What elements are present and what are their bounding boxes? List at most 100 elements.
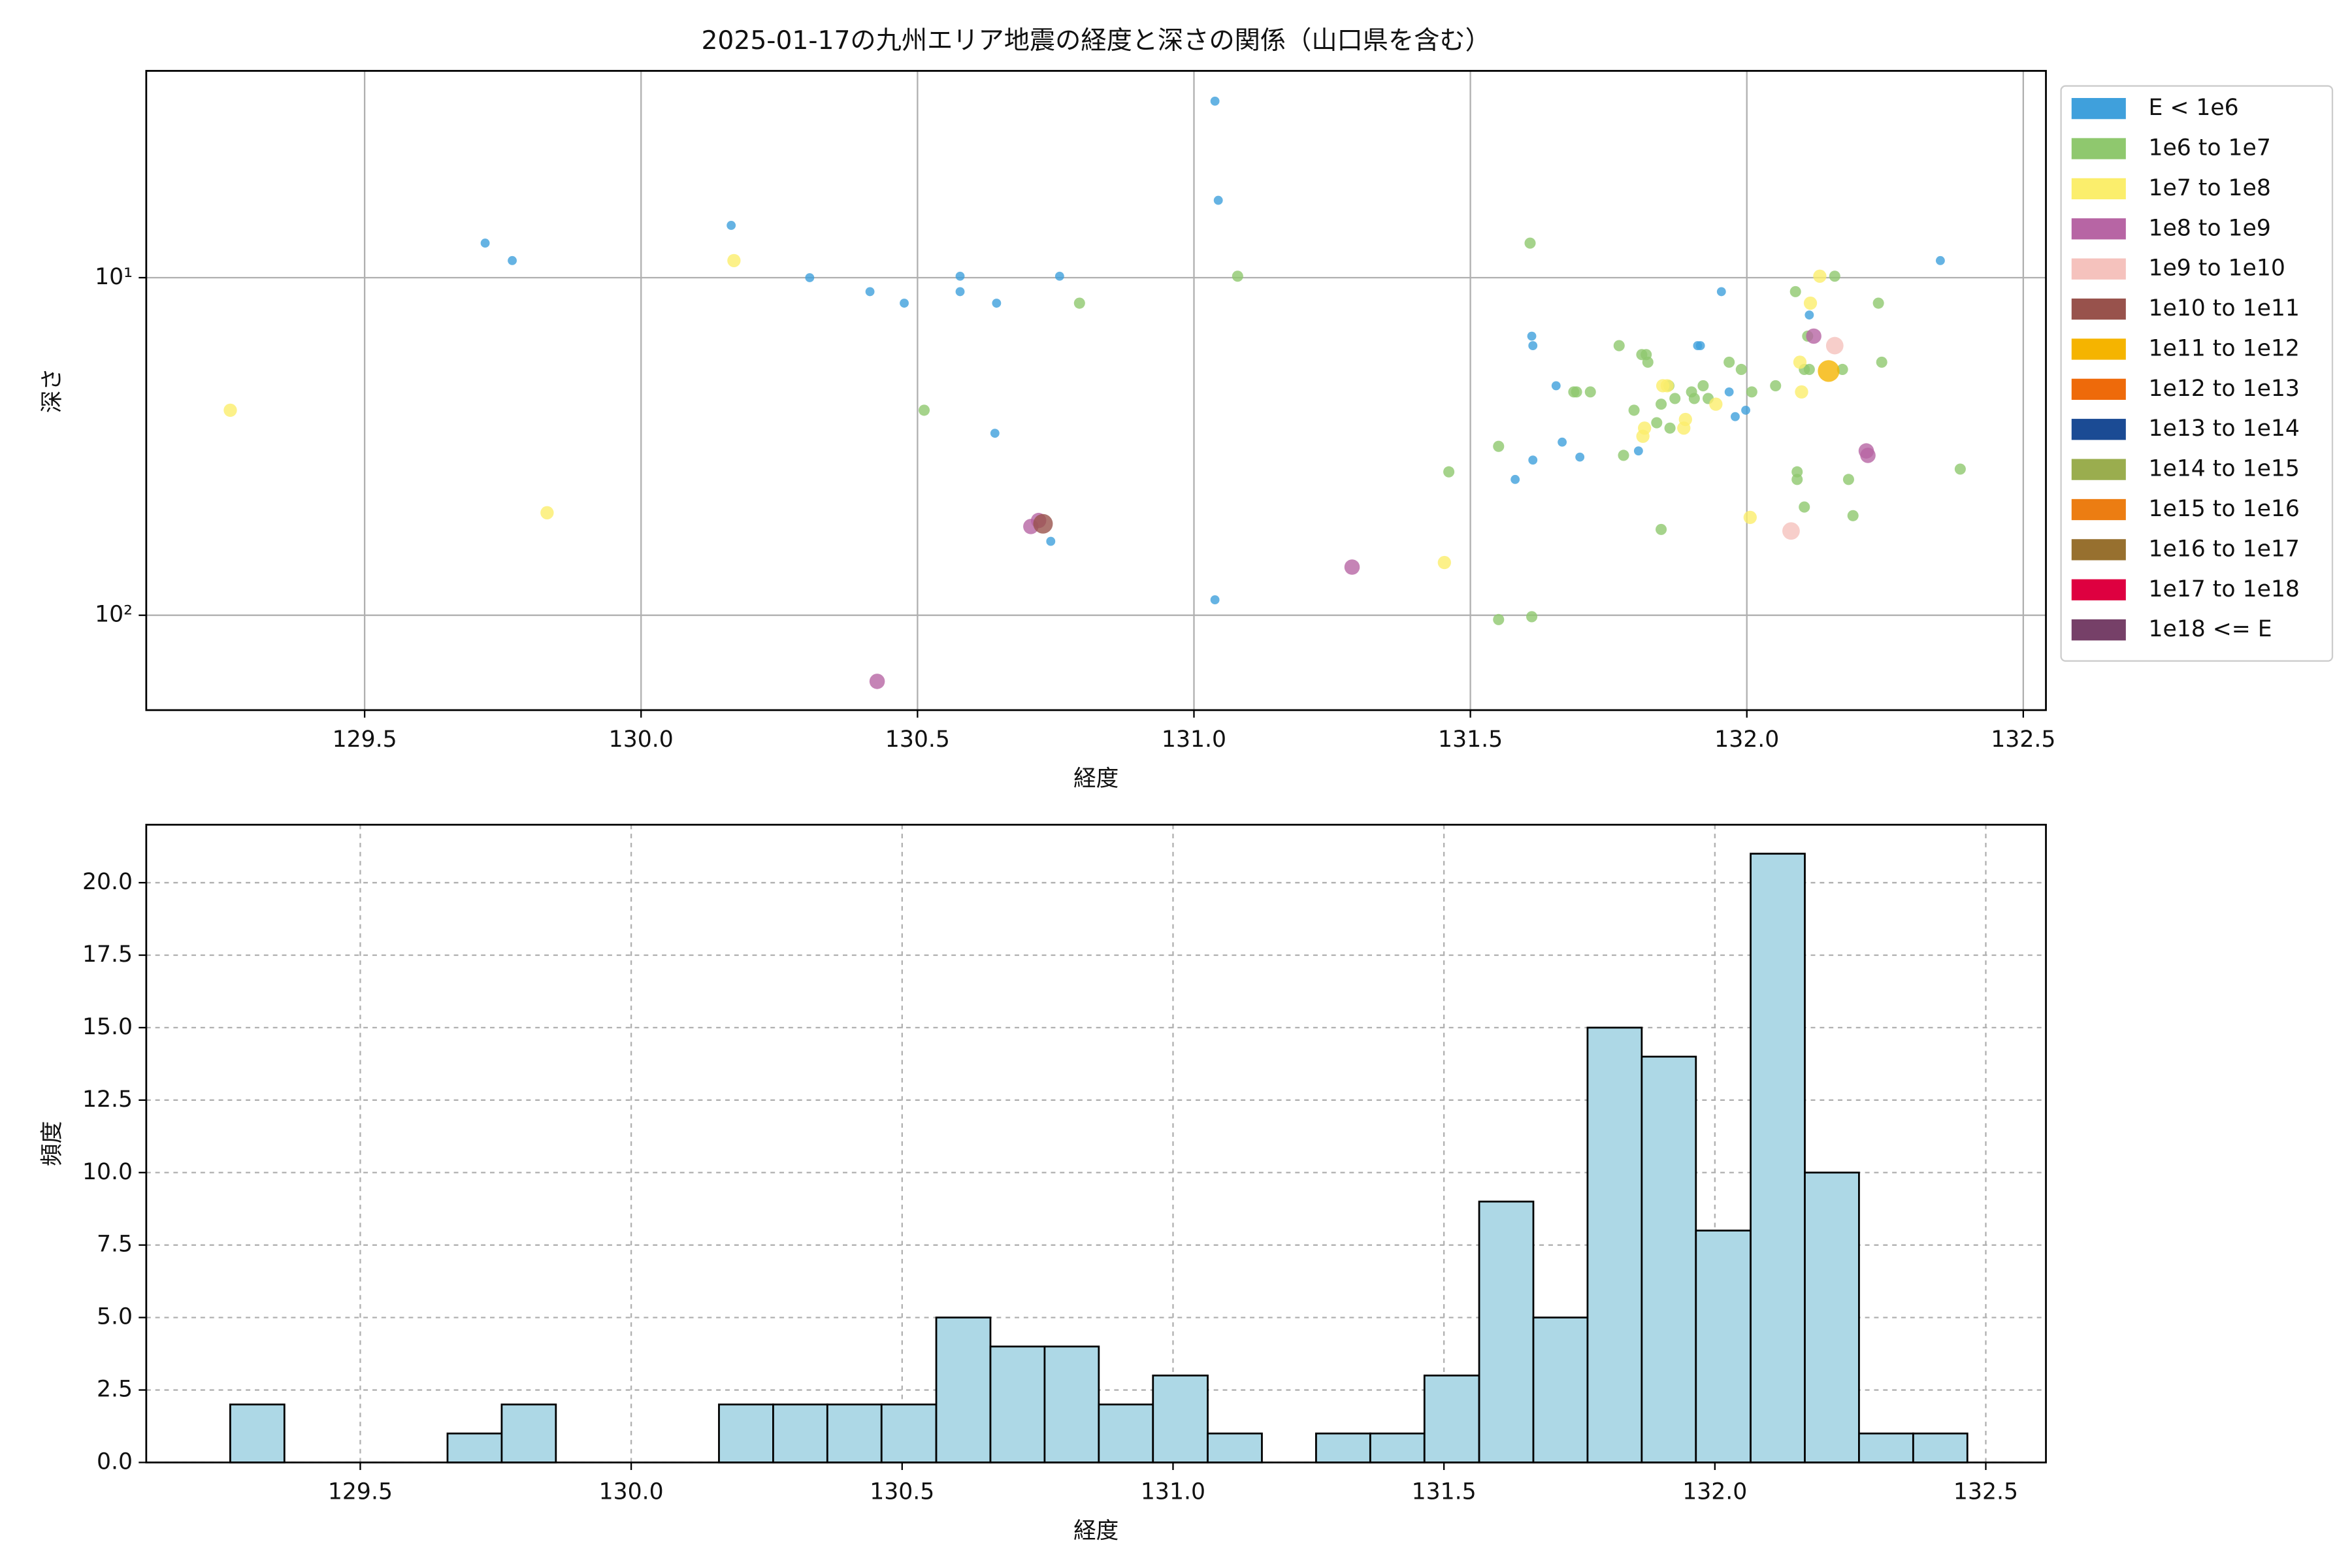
x-axis-label: 経度 xyxy=(1073,766,1119,792)
histogram-bar xyxy=(1804,1171,1860,1463)
scatter-point xyxy=(1793,355,1807,369)
legend-swatch xyxy=(2071,218,2126,240)
scatter-point xyxy=(1799,501,1810,513)
x-tick-label: 130.0 xyxy=(599,1479,664,1505)
x-tick-label: 132.0 xyxy=(1682,1479,1747,1505)
scatter-point xyxy=(1437,555,1451,570)
scatter-point xyxy=(1628,404,1640,416)
scatter-point xyxy=(1770,380,1782,391)
scatter-point xyxy=(1493,440,1505,452)
x-tick-label: 130.5 xyxy=(885,727,950,753)
histogram-bar xyxy=(1750,853,1806,1463)
legend-label: 1e7 to 1e8 xyxy=(2148,175,2270,201)
histogram-bar xyxy=(935,1316,992,1463)
scatter-point xyxy=(1723,356,1735,368)
histogram-bar xyxy=(1478,1200,1535,1463)
scatter-point xyxy=(1558,437,1567,447)
scatter-point xyxy=(955,287,965,297)
legend-swatch xyxy=(2071,539,2126,561)
histogram-bar xyxy=(1858,1432,1914,1463)
legend-label: 1e18 <= E xyxy=(2148,616,2272,642)
histogram-bar xyxy=(718,1403,774,1463)
scatter-point xyxy=(1678,412,1692,427)
y-tick-label: 10.0 xyxy=(82,1159,133,1185)
scatter-point xyxy=(1584,386,1596,398)
scatter-point xyxy=(1210,96,1220,106)
scatter-point xyxy=(1825,336,1844,355)
scatter-point xyxy=(955,271,965,281)
histogram-bar xyxy=(826,1403,883,1463)
legend-swatch xyxy=(2071,579,2126,600)
legend-label: E < 1e6 xyxy=(2148,95,2238,121)
chart-title: 2025-01-17の九州エリア地震の経度と深さの関係（山口県を含む） xyxy=(701,26,1490,56)
x-tick-label: 129.5 xyxy=(333,727,397,753)
x-axis-label: 経度 xyxy=(1073,1518,1119,1544)
plot-frame xyxy=(145,70,2047,711)
scatter-point xyxy=(480,238,490,248)
x-tick-label: 131.5 xyxy=(1438,727,1503,753)
scatter-point xyxy=(1669,393,1681,404)
scatter-point xyxy=(1344,559,1360,575)
legend-label: 1e11 to 1e12 xyxy=(2148,335,2299,361)
scatter-point xyxy=(990,429,1000,438)
histogram-bar xyxy=(1695,1230,1752,1463)
x-tick-label: 131.0 xyxy=(1162,727,1226,753)
scatter-point xyxy=(1073,297,1085,309)
legend-label: 1e10 to 1e11 xyxy=(2148,295,2299,321)
scatter-point xyxy=(1551,381,1561,391)
scatter-point xyxy=(1528,455,1538,465)
scatter-point xyxy=(805,273,815,282)
scatter-point xyxy=(1443,466,1455,478)
scatter-point xyxy=(1803,296,1818,310)
histogram-bar xyxy=(1315,1432,1371,1463)
histogram-bar xyxy=(1586,1026,1643,1463)
scatter-point xyxy=(992,299,1002,308)
scatter-point xyxy=(1829,270,1840,282)
histogram-bar xyxy=(1369,1432,1426,1463)
x-tick-label: 132.0 xyxy=(1714,727,1779,753)
legend-swatch xyxy=(2071,178,2126,200)
scatter-point xyxy=(1054,271,1064,281)
histogram-bar xyxy=(1152,1374,1209,1463)
y-tick-label: 5.0 xyxy=(97,1304,133,1330)
plot-frame xyxy=(145,823,2047,1463)
scatter-point xyxy=(1575,452,1585,462)
scatter-point xyxy=(1847,510,1859,521)
scatter-point xyxy=(1638,421,1652,435)
scatter-point xyxy=(1524,237,1536,249)
histogram-bar xyxy=(1641,1055,1697,1463)
scatter-point xyxy=(727,253,741,268)
scatter-point xyxy=(508,255,517,265)
x-tick-label: 132.5 xyxy=(1953,1479,2018,1505)
scatter-point xyxy=(918,404,930,416)
scatter-point xyxy=(1688,393,1700,404)
scatter-point xyxy=(1795,385,1808,399)
y-tick-label: 0.0 xyxy=(97,1448,133,1475)
legend-swatch xyxy=(2071,258,2126,280)
x-tick-label: 129.5 xyxy=(328,1479,393,1505)
legend-swatch xyxy=(2071,338,2126,360)
scatter-point xyxy=(1033,514,1053,534)
scatter-point xyxy=(1213,195,1223,205)
scatter-point xyxy=(1806,328,1821,344)
scatter-point xyxy=(869,674,885,689)
scatter-point xyxy=(1697,380,1709,391)
legend-swatch xyxy=(2071,619,2126,641)
histogram-bar xyxy=(1532,1316,1589,1463)
y-tick-label: 7.5 xyxy=(97,1232,133,1258)
scatter-point xyxy=(1618,449,1629,461)
legend-label: 1e12 to 1e13 xyxy=(2148,376,2299,402)
scatter-point xyxy=(1046,536,1056,546)
scatter-point xyxy=(1613,340,1625,351)
scatter-point xyxy=(1660,379,1674,393)
y-tick-label: 2.5 xyxy=(97,1377,133,1403)
scatter-point xyxy=(1656,523,1667,535)
y-tick-label: 10² xyxy=(95,602,133,628)
legend-swatch xyxy=(2071,378,2126,400)
scatter-point xyxy=(1724,387,1734,397)
histogram-bar xyxy=(500,1403,557,1463)
scatter-point xyxy=(727,221,736,230)
